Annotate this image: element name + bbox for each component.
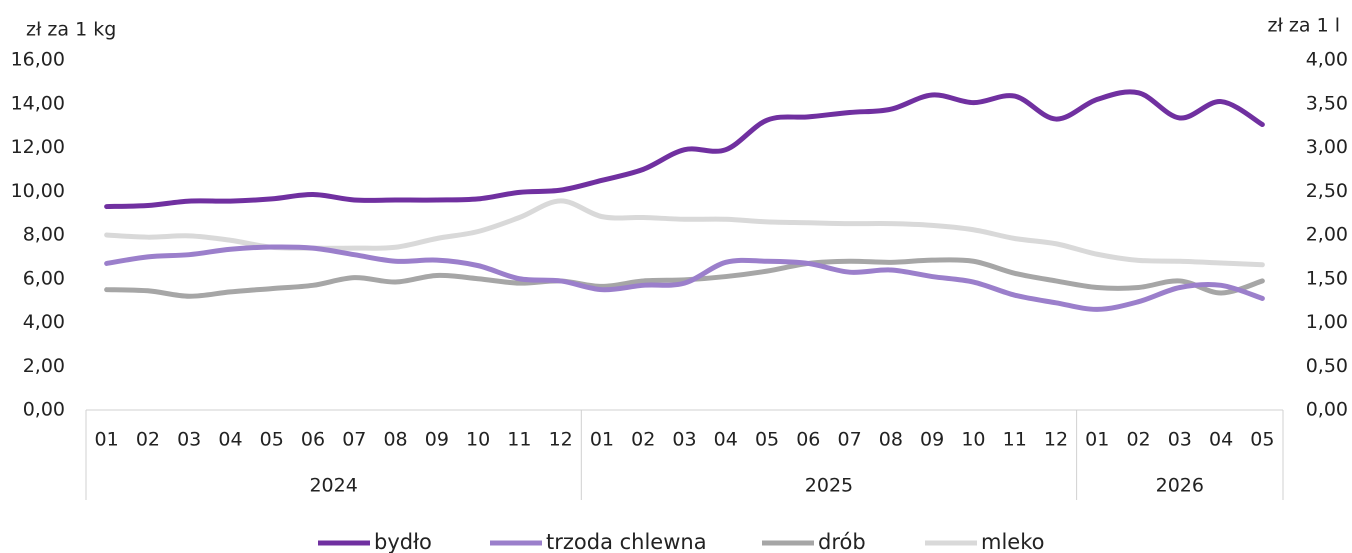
x-tick-label: 10 xyxy=(961,429,985,451)
legend-label: trzoda chlewna xyxy=(546,530,707,553)
x-tick-label: 01 xyxy=(1085,429,1109,451)
y2-tick-label: 3,50 xyxy=(1306,92,1348,114)
y-tick-label: 10,00 xyxy=(11,180,65,202)
x-group-label: 2026 xyxy=(1156,475,1204,497)
y-tick-label: 4,00 xyxy=(23,311,65,333)
x-tick-label: 01 xyxy=(95,429,119,451)
x-tick-label: 02 xyxy=(136,429,160,451)
x-tick-label: 03 xyxy=(177,429,201,451)
x-tick-label: 12 xyxy=(1044,429,1068,451)
x-tick-label: 11 xyxy=(507,429,531,451)
x-tick-label: 05 xyxy=(755,429,779,451)
legend-label: bydło xyxy=(374,530,432,553)
y-tick-label: 6,00 xyxy=(23,267,65,289)
y-tick-label: 0,00 xyxy=(23,399,65,421)
x-tick-label: 05 xyxy=(1250,429,1274,451)
x-group-label: 2025 xyxy=(805,475,853,497)
x-tick-label: 02 xyxy=(1126,429,1150,451)
series-line xyxy=(104,198,1265,268)
x-tick-label: 06 xyxy=(301,429,325,451)
y2-axis-label: zł za 1 l xyxy=(1268,15,1340,37)
legend-label: drób xyxy=(818,530,866,553)
x-tick-label: 08 xyxy=(879,429,903,451)
y-tick-label: 12,00 xyxy=(11,136,65,158)
y-tick-label: 14,00 xyxy=(11,92,65,114)
series-line xyxy=(104,89,1265,210)
legend-label: mleko xyxy=(981,530,1044,553)
x-tick-label: 04 xyxy=(714,429,738,451)
y-tick-label: 16,00 xyxy=(11,49,65,71)
x-group-label: 2024 xyxy=(309,475,357,497)
x-tick-label: 01 xyxy=(590,429,614,451)
x-tick-label: 03 xyxy=(672,429,696,451)
x-tick-label: 02 xyxy=(631,429,655,451)
x-tick-label: 11 xyxy=(1003,429,1027,451)
x-tick-label: 12 xyxy=(549,429,573,451)
x-tick-label: 07 xyxy=(838,429,862,451)
series-line xyxy=(104,244,1265,312)
y2-tick-label: 3,00 xyxy=(1306,136,1348,158)
y2-tick-label: 2,50 xyxy=(1306,180,1348,202)
x-tick-label: 04 xyxy=(218,429,242,451)
x-tick-label: 09 xyxy=(425,429,449,451)
y2-tick-label: 2,00 xyxy=(1306,224,1348,246)
y-tick-label: 8,00 xyxy=(23,224,65,246)
y-tick-label: 2,00 xyxy=(23,355,65,377)
y2-tick-label: 1,00 xyxy=(1306,311,1348,333)
series-line xyxy=(104,257,1265,299)
y2-tick-label: 4,00 xyxy=(1306,49,1348,71)
x-tick-label: 03 xyxy=(1168,429,1192,451)
x-tick-label: 07 xyxy=(342,429,366,451)
y2-tick-label: 1,50 xyxy=(1306,267,1348,289)
y-axis-label: zł za 1 kg xyxy=(26,19,116,41)
y2-tick-label: 0,50 xyxy=(1306,355,1348,377)
x-tick-label: 10 xyxy=(466,429,490,451)
y2-tick-label: 0,00 xyxy=(1306,399,1348,421)
x-tick-label: 05 xyxy=(260,429,284,451)
x-tick-label: 04 xyxy=(1209,429,1233,451)
x-tick-label: 08 xyxy=(383,429,407,451)
x-tick-label: 06 xyxy=(796,429,820,451)
x-tick-label: 09 xyxy=(920,429,944,451)
